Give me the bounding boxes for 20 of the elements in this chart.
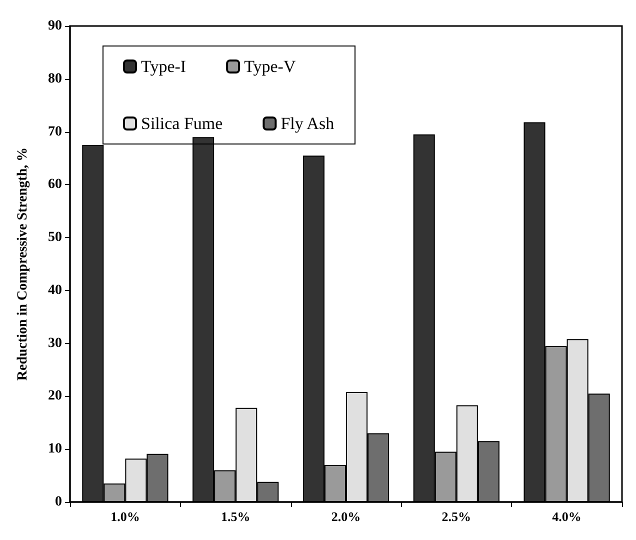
legend-label: Type-I [141, 57, 186, 76]
legend-label: Silica Fume [141, 114, 223, 133]
y-tick-label: 0 [55, 494, 62, 510]
y-tick-label: 30 [48, 336, 62, 351]
x-tick-label: 1.5% [220, 509, 250, 524]
y-tick-label: 80 [48, 71, 62, 86]
y-tick-label: 90 [48, 18, 62, 34]
y-tick-label: 20 [48, 388, 62, 404]
y-tick-label: 40 [48, 282, 62, 298]
x-tick-label: 2.0% [331, 509, 361, 524]
y-tick-label: 70 [48, 124, 62, 140]
x-tick-label: 2.5% [442, 509, 472, 524]
y-axis-title: Reduction in Compressive Strength, % [16, 147, 30, 381]
legend-label: Type-V [244, 57, 296, 76]
x-tick-label: 1.0% [110, 509, 140, 524]
y-tick-label: 60 [48, 177, 62, 192]
y-tick-label: 10 [48, 442, 62, 457]
y-tick-label: 50 [48, 230, 62, 246]
legend-label: Fly Ash [280, 114, 335, 133]
x-tick-label: 4.0% [552, 509, 582, 524]
